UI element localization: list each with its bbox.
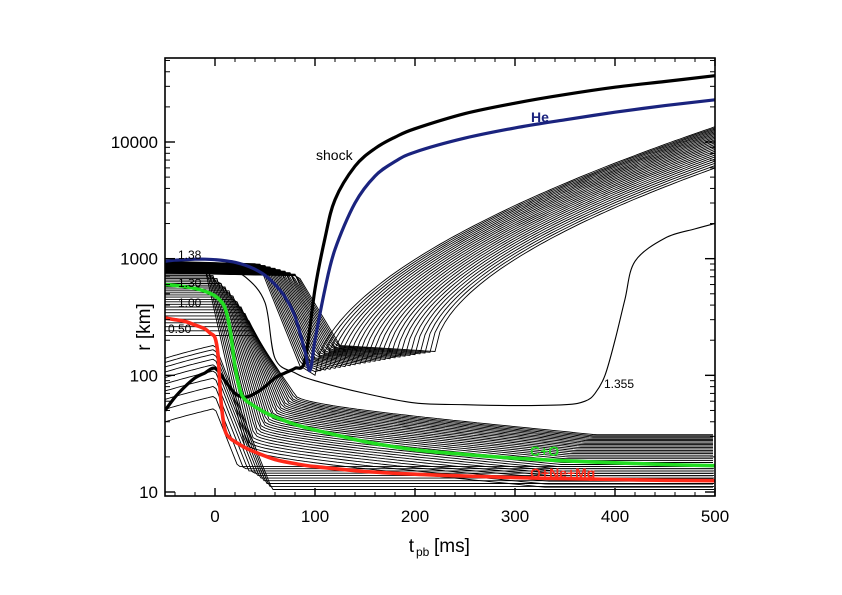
mass-shell-outer xyxy=(165,135,715,368)
series-line-shock xyxy=(165,74,715,412)
mass-shell-inner xyxy=(165,301,713,448)
mass-shell-inner xyxy=(165,286,713,460)
y-tick-label-10: 10 xyxy=(139,483,158,502)
mass-shell-core xyxy=(165,377,714,474)
mass-shell-outer xyxy=(165,162,715,354)
mass-shell-outer xyxy=(165,156,715,356)
mass-shell-inner xyxy=(165,288,713,458)
mass-shell-inner xyxy=(165,290,713,456)
series-line-o-ne-mg xyxy=(165,316,715,483)
mass-shell-inner xyxy=(165,292,713,455)
y-tick-label-10000: 10000 xyxy=(111,133,158,152)
mass-shell-outer xyxy=(165,167,715,352)
mass-shell-inner xyxy=(165,306,713,446)
x-tick-label-300: 300 xyxy=(501,507,529,526)
he-annotation: He xyxy=(531,109,549,125)
y-axis-ticks: 10 100 1000 10000 xyxy=(111,59,715,502)
mass-shell-core xyxy=(165,396,714,470)
mass-shell-inner xyxy=(165,326,713,438)
x-tick-label-400: 400 xyxy=(601,507,629,526)
mass-shell-outer xyxy=(165,160,715,355)
mass-138-annotation: 1.38 xyxy=(178,248,202,262)
mass-shell-core xyxy=(165,345,714,490)
mass-shell-outer xyxy=(165,139,715,365)
mass-050-annotation: 0.50 xyxy=(168,322,192,336)
mass-shell-core xyxy=(165,386,714,472)
mass-shell-inner xyxy=(165,294,713,453)
shock-annotation: shock xyxy=(316,147,354,163)
mass-130-annotation: 1.30 xyxy=(178,276,202,290)
x-axis-ticks: 0 100 200 300 400 500 xyxy=(174,58,729,526)
co-annotation: C+O xyxy=(530,443,559,459)
mass-shell-core xyxy=(165,353,714,484)
x-axis-units: [ms] xyxy=(434,536,470,557)
mass-shell-inner xyxy=(165,330,713,437)
y-tick-label-100: 100 xyxy=(130,366,158,385)
mass-shell-inner xyxy=(165,315,713,442)
x-tick-label-100: 100 xyxy=(301,507,329,526)
mass-shell-core xyxy=(165,408,714,468)
mass-shell-inner xyxy=(165,284,713,462)
onemg-annotation: O+Ne+Mg xyxy=(530,465,595,481)
mass-1355-annotation: 1.355 xyxy=(604,377,634,391)
mass-shell-inner xyxy=(165,298,713,450)
series-line-1-355 xyxy=(165,222,715,407)
x-tick-label-500: 500 xyxy=(701,507,729,526)
y-tick-label-1000: 1000 xyxy=(120,250,158,269)
mass-shell-outer xyxy=(165,165,715,353)
y-axis-label: r [km] xyxy=(134,303,155,351)
mass-shell-inner xyxy=(165,296,713,451)
x-tick-label-200: 200 xyxy=(401,507,429,526)
series-line-he xyxy=(165,98,715,373)
x-axis-label-subscript: pb xyxy=(416,545,430,559)
mass-shell-inner xyxy=(165,312,713,443)
mass-100-annotation: 1.00 xyxy=(178,296,202,310)
x-tick-label-0: 0 xyxy=(210,507,219,526)
mass-shell-inner xyxy=(165,303,713,447)
x-axis-label: t xyxy=(409,536,415,557)
mass-shell-outer xyxy=(165,158,715,356)
series-layer xyxy=(165,74,715,483)
series-line-c-o xyxy=(165,282,715,468)
mass-shell-inner xyxy=(165,334,713,436)
mass-shell-inner xyxy=(165,309,713,444)
